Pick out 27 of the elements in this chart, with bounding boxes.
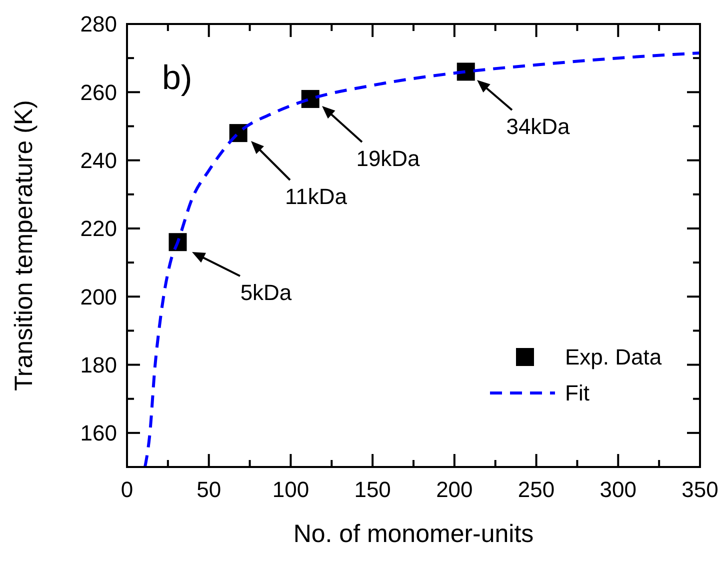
y-tick-label: 220 bbox=[80, 216, 117, 242]
x-tick-label: 350 bbox=[682, 477, 718, 502]
point bbox=[456, 62, 475, 81]
legend-label: Exp. Data bbox=[565, 344, 662, 370]
annotation: 5kDa bbox=[240, 280, 292, 305]
line-series bbox=[144, 51, 702, 468]
annotation: 34kDa bbox=[506, 114, 571, 139]
x-tick-label: 50 bbox=[196, 477, 222, 502]
x-tick-label: 100 bbox=[272, 477, 310, 502]
point bbox=[301, 90, 320, 108]
y-tick-label: 180 bbox=[80, 352, 117, 378]
x-tick-label: 0 bbox=[120, 477, 134, 502]
annotation: b) bbox=[162, 59, 192, 97]
x-tick-label: 150 bbox=[354, 477, 391, 502]
x-axis-title: No. of monomer-units bbox=[293, 520, 534, 548]
x-tick-label: 300 bbox=[600, 477, 636, 502]
y-axis-title: Transition temperature (K) bbox=[10, 100, 38, 391]
y-tick-label: 280 bbox=[80, 12, 117, 37]
y-tick-label: 160 bbox=[80, 420, 117, 446]
annotation: 11kDa bbox=[285, 184, 348, 209]
annotation: 19kDa bbox=[356, 146, 421, 171]
x-tick-label: 250 bbox=[518, 477, 555, 502]
y-tick-label: 240 bbox=[80, 148, 117, 174]
y-tick-label: 200 bbox=[80, 284, 117, 310]
x-tick-label: 200 bbox=[436, 477, 473, 502]
y-tick-label: 260 bbox=[80, 80, 117, 105]
legend-label: Fit bbox=[565, 380, 590, 406]
